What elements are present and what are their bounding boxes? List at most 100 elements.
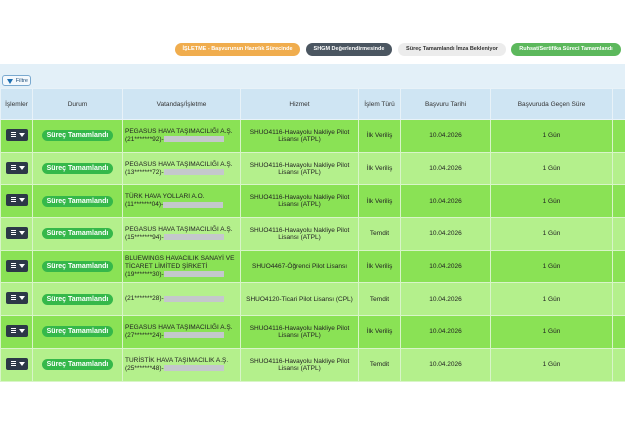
table: İşlemler Durum Vatandaş/İşletme Hizmet İşlem… [0,88,625,382]
type-cell: Temdit [358,347,401,382]
type-cell: İlk Veriliş [358,315,401,349]
status-cell: Süreç Tamamlandı [32,119,123,153]
applicant-id: (27*******24)- [125,331,164,339]
extra-cell [612,249,625,284]
service-cell: SHUO4116-Havayolu Nakliye Pilot Lisansı … [240,151,359,186]
status-badge: Süreç Tamamlandı [41,359,114,371]
legend-pill: Ruhsat/Sertifika Süreci Tamamlandı [511,43,621,56]
applicant-name: PEGASUS HAVA TAŞIMACILIĞI A.Ş. [125,225,233,233]
redacted [163,136,224,143]
applicant-cell: (21*******28)- [122,282,241,317]
extra-cell [612,347,625,382]
table-body: Süreç Tamamlandı PEGASUS HAVA TAŞIMACILIĞ… [0,119,625,382]
date-cell: 10.04.2026 [400,119,491,153]
table-row: Süreç Tamamlandı TURİSTİK HAVA TAŞIMACILI… [0,347,625,382]
redacted [163,270,224,277]
actions-button[interactable] [5,128,28,141]
actions-button[interactable] [5,357,28,370]
type-cell: Temdit [358,282,401,317]
redacted [163,364,224,371]
column-header: İşlem Türü [358,88,401,120]
actions-cell [0,347,33,382]
actions-button[interactable] [5,226,28,239]
legend-pill: SHGM Değerlendirmesinde [306,43,392,56]
service-cell: SHUO4116-Havayolu Nakliye Pilot Lisansı … [240,315,359,349]
applicant-id: (13*******72)- [125,168,164,176]
actions-cell [0,315,33,349]
actions-button[interactable] [5,259,28,272]
status-badge: Süreç Tamamlandı [41,228,114,240]
status-badge: Süreç Tamamlandı [41,261,114,273]
extra-cell [612,282,625,317]
actions-cell [0,151,33,186]
date-cell: 10.04.2026 [400,282,491,317]
applicant-id: (25*******48)- [125,364,164,372]
table-row: Süreç Tamamlandı PEGASUS HAVA TAŞIMACILIĞ… [0,151,625,186]
filter-button[interactable]: Filtre [2,75,31,86]
extra-cell [612,184,625,219]
applicant-cell: PEGASUS HAVA TAŞIMACILIĞI A.Ş. (15*******… [122,217,241,251]
status-cell: Süreç Tamamlandı [32,217,123,251]
applicant-id: (21*******28)- [125,295,164,303]
status-badge: Süreç Tamamlandı [41,293,114,305]
date-cell: 10.04.2026 [400,315,491,349]
duration-cell: 1 Gün [490,184,613,219]
status-cell: Süreç Tamamlandı [32,249,123,284]
status-cell: Süreç Tamamlandı [32,184,123,219]
status-badge: Süreç Tamamlandı [41,130,114,142]
applicant-cell: TURİSTİK HAVA TAŞIMACILIK A.Ş. (25*******… [122,347,241,382]
type-cell: İlk Veriliş [358,249,401,284]
actions-button[interactable] [5,324,28,337]
service-cell: SHUO4116-Havayolu Nakliye Pilot Lisansı … [240,184,359,219]
applicant-cell: PEGASUS HAVA TAŞIMACILIĞI A.Ş. (21*******… [122,119,241,153]
service-cell: SHUO4116-Havayolu Nakliye Pilot Lisansı … [240,217,359,251]
duration-cell: 1 Gün [490,315,613,349]
legend-pill: İŞLETME - Başvurunun Hazırlık Sürecinde [175,43,300,56]
actions-cell [0,249,33,284]
date-cell: 10.04.2026 [400,184,491,219]
applicant-cell: PEGASUS HAVA TAŞIMACILIĞI A.Ş. (13*******… [122,151,241,186]
actions-button[interactable] [5,161,28,174]
column-header: Vatandaş/İşletme [122,88,241,120]
status-badge: Süreç Tamamlandı [41,163,114,175]
toolbar [0,64,625,88]
applicant-name: PEGASUS HAVA TAŞIMACILIĞI A.Ş. [125,323,233,331]
actions-cell [0,217,33,251]
column-header: İşlemler [0,88,33,120]
status-badge: Süreç Tamamlandı [41,326,114,338]
extra-cell [612,315,625,349]
redacted [163,295,224,302]
duration-cell: 1 Gün [490,217,613,251]
redacted [163,234,224,241]
applicant-id: (19*******30)- [125,270,164,278]
header-row: İşlemler Durum Vatandaş/İşletme Hizmet İşlem… [0,88,625,120]
applicant-name: BLUEWINGS HAVACILIK SANAYİ VE TİCARET Lİ… [125,254,235,270]
table-row: Süreç Tamamlandı PEGASUS HAVA TAŞIMACILIĞ… [0,217,625,251]
status-cell: Süreç Tamamlandı [32,282,123,317]
table-row: Süreç Tamamlandı TÜRK HAVA YOLLARI A.O. (1… [0,184,625,219]
type-cell: İlk Veriliş [358,119,401,153]
table-row: Süreç Tamamlandı BLUEWINGS HAVACILIK SANA… [0,249,625,284]
column-header: Hizmet [240,88,359,120]
table-row: Süreç Tamamlandı PEGASUS HAVA TAŞIMACILIĞ… [0,315,625,349]
status-cell: Süreç Tamamlandı [32,151,123,186]
extra-cell [612,119,625,153]
status-badge: Süreç Tamamlandı [41,195,114,207]
duration-cell: 1 Gün [490,249,613,284]
actions-button[interactable] [5,292,28,305]
applicant-id: (11*******04)- [125,201,164,209]
date-cell: 10.04.2026 [400,217,491,251]
service-cell: SHUO4120-Ticari Pilot Lisansı (CPL) [240,282,359,317]
service-cell: SHUO4116-Havayolu Nakliye Pilot Lisansı … [240,119,359,153]
actions-button[interactable] [5,194,28,207]
duration-cell: 1 Gün [490,347,613,382]
table-row: Süreç Tamamlandı (21*******28)- SHUO4120-T… [0,282,625,317]
actions-cell [0,184,33,219]
applicant-id: (15*******94)- [125,233,164,241]
date-cell: 10.04.2026 [400,151,491,186]
type-cell: İlk Veriliş [358,184,401,219]
type-cell: Temdit [358,217,401,251]
duration-cell: 1 Gün [490,119,613,153]
legend-pill: Süreç Tamamlandı İmza Bekleniyor [398,43,506,56]
